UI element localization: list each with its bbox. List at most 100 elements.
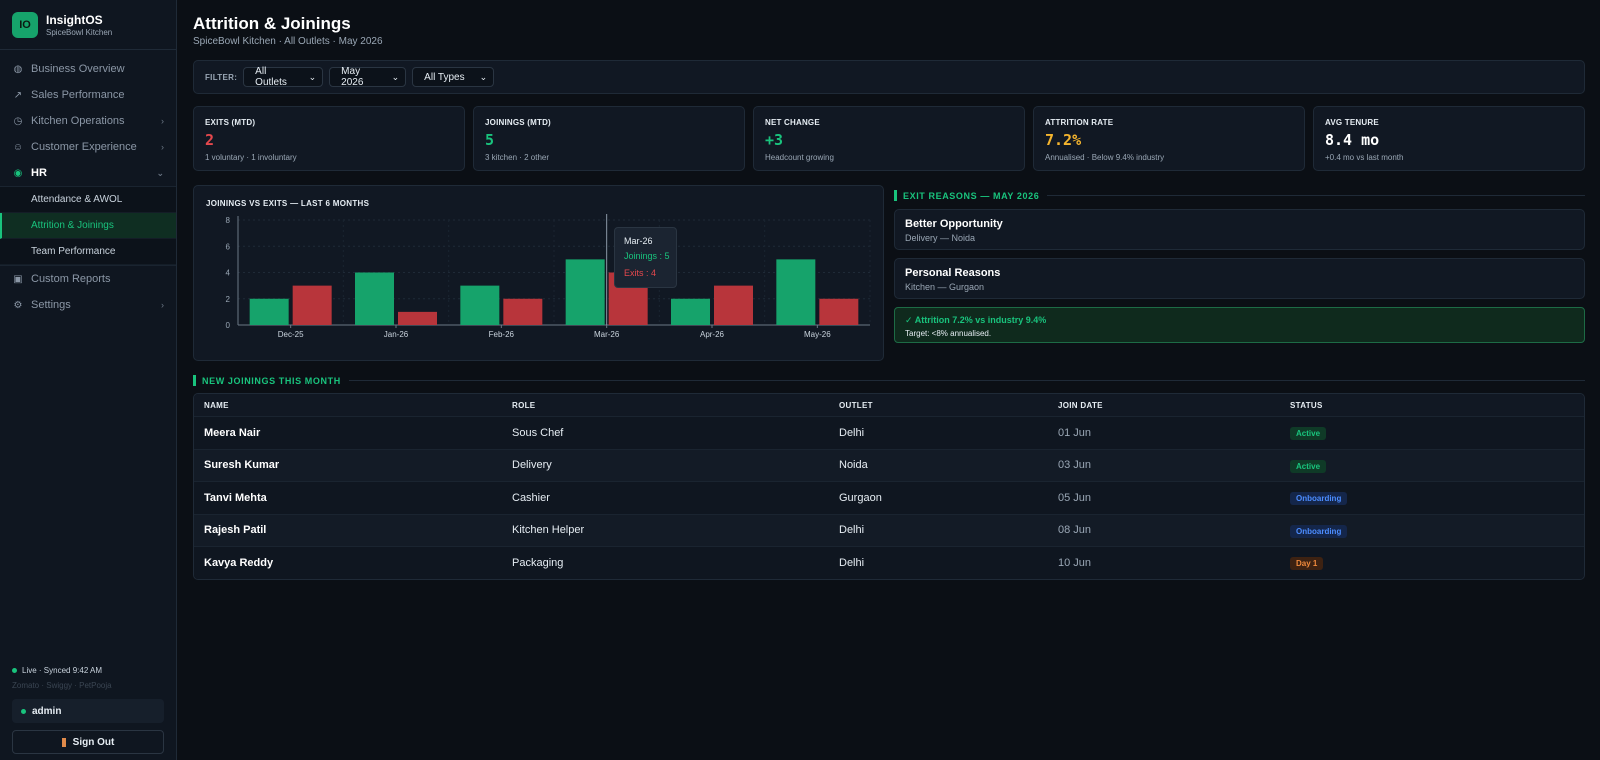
kpi-label: ATTRITION RATE [1045,118,1114,127]
chevron-right-icon: › [161,142,164,152]
sidebar-item-customer-experience[interactable]: ☺ Customer Experience › [0,134,176,160]
cell-outlet: Gurgaon [839,491,882,504]
status-badge: Onboarding [1290,492,1348,506]
table-row[interactable]: Suresh Kumar Delivery Noida 03 Jun Activ… [194,448,1584,481]
brand-name: InsightOS [46,12,103,27]
sidebar-item-sales-performance[interactable]: ↗ Sales Performance [0,82,176,108]
exit-reason-detail: Delivery — Noida [905,233,976,243]
report-icon: ▣ [13,273,23,285]
section-accent [193,375,196,386]
x-tick-label: Dec-25 [278,330,304,339]
month-select-value: May 2026 [341,66,364,88]
cell-join-date: 10 Jun [1058,556,1092,569]
table-row[interactable]: Meera Nair Sous Chef Delhi 01 Jun Active [194,416,1584,449]
column-header-outlet[interactable]: OUTLET [839,400,873,410]
bar-joinings-mar-26 [565,259,605,325]
kpi-sub: 3 kitchen · 2 other [485,153,550,162]
kpi-card-net-change: NET CHANGE +3 Headcount growing [753,106,1025,171]
new-joinings-heading: NEW JOININGS THIS MONTH [193,375,1585,386]
attrition-benchmark-note: ✓ Attrition 7.2% vs industry 9.4% Target… [894,307,1585,343]
tooltip-exits: Exits : 4 [624,268,657,278]
section-divider [1047,195,1585,196]
cell-name: Rajesh Patil [204,524,267,537]
kpi-value: 7.2% [1045,131,1082,149]
month-select[interactable]: May 2026 ⌄ [329,66,407,88]
chevron-right-icon: › [161,116,164,126]
door-icon [61,737,66,747]
sidebar-subitem-attendance[interactable]: Attendance & AWOL [0,187,176,213]
sidebar-subitem-attrition-joinings[interactable]: Attrition & Joinings [0,213,176,239]
bar-joinings-apr-26 [671,298,710,325]
joinings-table: NAME ROLE OUTLET JOIN DATE STATUS Meera … [193,393,1585,580]
cell-join-date: 05 Jun [1058,491,1092,504]
table-row[interactable]: Rajesh Patil Kitchen Helper Delhi 08 Jun… [194,513,1584,546]
table-header: NAME ROLE OUTLET JOIN DATE STATUS [194,394,1584,416]
section-title: NEW JOININGS THIS MONTH [202,375,341,386]
kpi-card-joinings: JOININGS (MTD) 5 3 kitchen · 2 other [473,106,745,171]
cell-name: Tanvi Mehta [204,491,267,504]
smile-icon: ☺ [12,141,24,153]
hr-subnav: Attendance & AWOL Attrition & Joinings T… [0,186,176,266]
kpi-label: EXITS (MTD) [205,118,256,127]
sidebar-item-settings[interactable]: ⚙ Settings › [0,292,176,318]
user-chip[interactable]: admin [12,699,164,723]
logo-icon: IO [12,11,38,38]
cell-role: Kitchen Helper [512,524,585,537]
bar-exits-jan-26 [398,311,437,325]
kpi-sub: Annualised · Below 9.4% industry [1045,153,1165,162]
exit-reason-card: Better Opportunity Delivery — Noida [894,209,1585,250]
note-title: ✓ Attrition 7.2% vs industry 9.4% [905,315,1047,325]
clock-icon: ◷ [13,115,23,127]
tooltip-joinings: Joinings : 5 [624,251,670,261]
status-badge: Active [1290,459,1327,473]
column-header-name[interactable]: NAME [204,400,229,410]
sign-out-label: Sign Out [72,736,115,748]
cell-join-date: 01 Jun [1058,426,1092,439]
section-accent [894,190,897,201]
sidebar-item-business-overview[interactable]: ◍ Business Overview [0,56,176,82]
chevron-down-icon: ⌄ [479,71,488,82]
kpi-value: 2 [205,131,215,149]
brand[interactable]: IO InsightOS SpiceBowl Kitchen [0,0,176,50]
kpi-card-exits: EXITS (MTD) 2 1 voluntary · 1 involuntar… [193,106,465,171]
tooltip-title: Mar-26 [624,236,653,246]
sidebar-item-custom-reports[interactable]: ▣ Custom Reports [0,266,176,292]
cell-role: Packaging [512,556,564,569]
outlet-select[interactable]: All Outlets ⌄ [243,66,324,88]
live-status-text: Live · Synced 9:42 AM [22,666,103,675]
kpi-card-avg-tenure: AVG TENURE 8.4 mo +0.4 mo vs last month [1313,106,1585,171]
table-row[interactable]: Tanvi Mehta Cashier Gurgaon 05 Jun Onboa… [194,481,1584,514]
sign-out-button[interactable]: Sign Out [12,730,164,754]
exit-reason-title: Personal Reasons [905,267,1001,279]
table-row[interactable]: Kavya Reddy Packaging Delhi 10 Jun Day 1 [194,546,1584,579]
bar-joinings-feb-26 [460,285,500,325]
outlet-select-value: All Outlets [255,66,287,88]
bar-exits-may-26 [819,298,859,325]
bar-exits-feb-26 [503,298,543,325]
kpi-card-attrition-rate: ATTRITION RATE 7.2% Annualised · Below 9… [1033,106,1305,171]
sidebar-item-label: Kitchen Operations [31,115,125,127]
sidebar-subitem-team-performance[interactable]: Team Performance [0,239,176,265]
column-header-join-date[interactable]: JOIN DATE [1058,400,1103,410]
kpi-sub: 1 voluntary · 1 involuntary [205,153,297,162]
cell-join-date: 08 Jun [1058,524,1092,537]
user-online-icon [21,708,26,714]
cell-outlet: Delhi [839,524,865,537]
sidebar-item-hr[interactable]: ◉ HR ⌄ [0,160,176,186]
cell-name: Suresh Kumar [204,459,280,472]
bar-exits-apr-26 [714,285,753,325]
sidebar-item-label: HR [31,167,47,179]
cell-role: Delivery [512,459,552,472]
y-tick-label: 8 [226,216,231,225]
cell-outlet: Delhi [839,556,865,569]
column-header-role[interactable]: ROLE [512,400,536,410]
type-select[interactable]: All Types ⌄ [412,67,495,87]
sidebar-item-kitchen-operations[interactable]: ◷ Kitchen Operations › [0,108,176,134]
joinings-vs-exits-chart[interactable]: JOININGS VS EXITS — LAST 6 MONTHS 0 2 4 6 8 D… [193,185,884,361]
type-select-value: All Types [424,71,465,83]
kpi-value: 8.4 mo [1325,131,1380,149]
sidebar-item-label: Business Overview [31,63,125,75]
sidebar-item-label: Settings [31,299,71,311]
column-header-status[interactable]: STATUS [1290,400,1323,410]
cell-name: Kavya Reddy [204,556,274,569]
